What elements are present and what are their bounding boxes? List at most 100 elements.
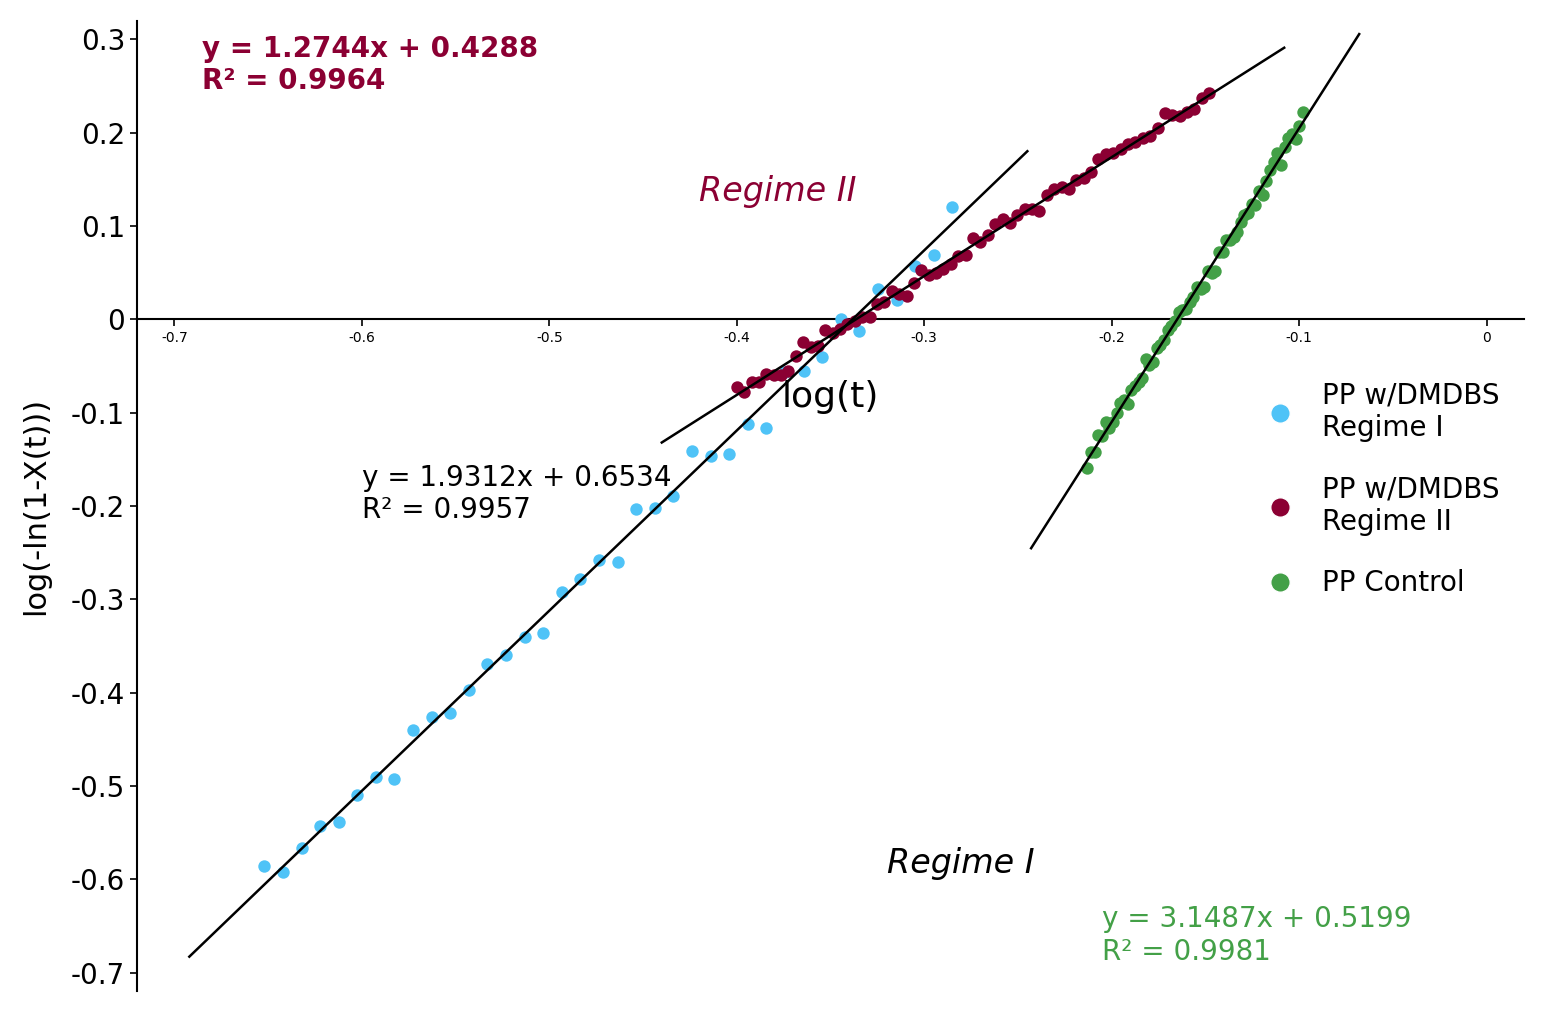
Point	[1094, 146, 1119, 162]
Point	[1102, 145, 1126, 161]
Point	[1287, 118, 1312, 134]
Text: y = 3.1487x + 0.5199
R² = 0.9981: y = 3.1487x + 0.5199 R² = 0.9981	[1102, 906, 1412, 965]
Point	[1151, 333, 1176, 349]
Point	[587, 552, 612, 568]
Point	[1078, 443, 1103, 459]
Point	[289, 841, 314, 857]
Text: y = 1.9312x + 0.6534
R² = 0.9957: y = 1.9312x + 0.6534 R² = 0.9957	[362, 464, 672, 524]
Point	[1239, 196, 1264, 212]
Point	[887, 286, 912, 302]
Point	[698, 448, 723, 464]
Point	[842, 312, 867, 329]
Point	[1094, 414, 1119, 430]
Point	[270, 864, 295, 880]
Point	[961, 230, 986, 246]
Point	[569, 571, 593, 587]
Point	[1153, 104, 1177, 121]
Point	[847, 323, 871, 340]
Point	[769, 367, 794, 383]
Point	[1123, 134, 1148, 150]
Point	[307, 818, 332, 835]
Point	[820, 324, 845, 341]
Text: y = 1.2744x + 0.4288
R² = 0.9964: y = 1.2744x + 0.4288 R² = 0.9964	[202, 34, 539, 95]
Point	[1004, 208, 1029, 224]
Point	[836, 315, 861, 332]
Point	[828, 310, 853, 327]
Point	[791, 363, 816, 379]
Point	[382, 771, 406, 787]
Point	[871, 294, 896, 310]
Point	[969, 233, 993, 249]
Point	[1273, 139, 1298, 155]
Point	[762, 367, 786, 383]
Point	[908, 262, 933, 278]
Point	[1284, 131, 1309, 147]
X-axis label: log(t): log(t)	[782, 380, 879, 414]
Point	[476, 656, 501, 672]
Y-axis label: log(-ln(1-X(t))): log(-ln(1-X(t)))	[20, 396, 49, 615]
Point	[1214, 231, 1239, 247]
Point	[953, 247, 978, 264]
Point	[624, 501, 649, 517]
Point	[661, 488, 686, 504]
Point	[345, 787, 369, 803]
Point	[1244, 197, 1268, 213]
Point	[1217, 231, 1242, 247]
Point	[939, 199, 964, 215]
Point	[1265, 145, 1290, 161]
Point	[1168, 107, 1193, 124]
Point	[938, 256, 963, 272]
Point	[1027, 203, 1052, 219]
Point	[1086, 427, 1111, 443]
Point	[1097, 420, 1122, 436]
Point	[879, 283, 904, 299]
Point	[850, 308, 874, 324]
Point	[1140, 354, 1165, 370]
Point	[799, 339, 823, 355]
Point	[363, 770, 388, 786]
Point	[754, 420, 779, 436]
Point	[1115, 395, 1140, 412]
Point	[1020, 201, 1044, 217]
Point	[857, 309, 882, 325]
Point	[732, 383, 757, 400]
Point	[1163, 312, 1188, 329]
Point	[1086, 151, 1111, 167]
Point	[1078, 163, 1103, 179]
Point	[1228, 214, 1253, 230]
Point	[717, 446, 742, 462]
Point	[494, 647, 519, 663]
Point	[1083, 444, 1108, 460]
Point	[1089, 428, 1114, 444]
Point	[1137, 128, 1162, 144]
Point	[1199, 265, 1224, 281]
Point	[1190, 90, 1214, 106]
Point	[725, 378, 749, 394]
Point	[1100, 414, 1125, 430]
Point	[810, 349, 834, 365]
Point	[1145, 121, 1170, 137]
Point	[1108, 141, 1132, 157]
Point	[813, 321, 837, 338]
Point	[921, 246, 946, 263]
Point	[1279, 126, 1304, 142]
Point	[1012, 201, 1037, 217]
Point	[1290, 103, 1315, 120]
Point	[531, 625, 556, 641]
Point	[975, 227, 1000, 243]
Point	[1105, 405, 1129, 421]
Point	[1210, 244, 1234, 261]
Point	[1156, 321, 1180, 338]
Text: Regime I: Regime I	[887, 847, 1034, 879]
Point	[1145, 340, 1170, 356]
Point	[1166, 303, 1191, 319]
Point	[1196, 263, 1221, 279]
Point	[1123, 377, 1148, 393]
Point	[735, 417, 760, 433]
Point	[437, 705, 462, 721]
Point	[1041, 182, 1066, 198]
Point	[1268, 157, 1293, 173]
Point	[1197, 85, 1222, 101]
Point	[1177, 294, 1202, 310]
Point	[400, 722, 425, 738]
